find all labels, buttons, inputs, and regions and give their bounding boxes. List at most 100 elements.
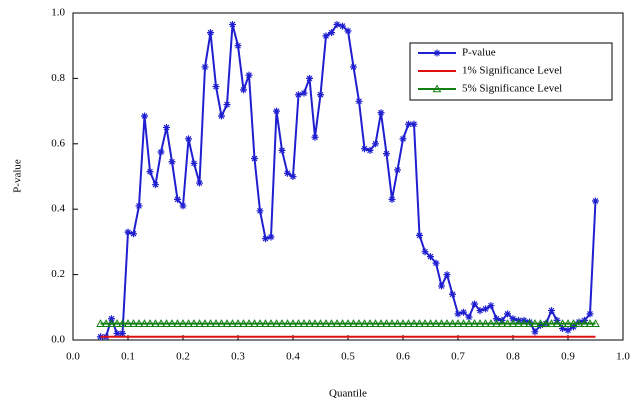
legend-label: P-value (462, 47, 496, 59)
x-tick-label: 0.2 (176, 351, 190, 363)
marker (376, 319, 386, 327)
x-tick-label: 0.4 (286, 351, 300, 363)
marker (437, 319, 446, 327)
marker (509, 315, 517, 323)
marker (580, 319, 589, 327)
x-tick-label: 1.0 (616, 351, 630, 363)
marker (174, 195, 181, 203)
x-axis-label: Quantile (329, 388, 367, 400)
marker (316, 319, 325, 327)
marker (288, 319, 298, 327)
marker (410, 120, 418, 128)
marker (294, 319, 303, 327)
marker (223, 101, 231, 109)
marker (343, 319, 353, 327)
marker (398, 319, 408, 327)
marker (251, 155, 258, 163)
marker (536, 319, 545, 327)
marker (449, 290, 456, 298)
marker (240, 86, 247, 94)
marker (157, 148, 165, 156)
marker (140, 319, 149, 327)
marker (201, 63, 209, 71)
marker (332, 319, 342, 327)
marker (113, 329, 121, 337)
marker (322, 32, 330, 40)
marker (338, 319, 347, 327)
marker (559, 325, 566, 333)
marker (119, 329, 126, 337)
marker (333, 20, 341, 28)
marker (421, 248, 429, 256)
marker (123, 319, 133, 327)
marker (574, 319, 584, 327)
marker (486, 319, 496, 327)
x-tick-label: 0.8 (506, 351, 520, 363)
marker (387, 319, 397, 327)
marker (394, 166, 401, 174)
x-tick-label: 0.9 (561, 351, 575, 363)
marker (541, 319, 551, 327)
marker (134, 319, 144, 327)
marker (130, 230, 137, 238)
marker (239, 319, 248, 327)
marker (162, 319, 171, 327)
marker (190, 159, 198, 167)
marker (531, 328, 539, 336)
marker (586, 310, 594, 318)
marker (107, 319, 116, 327)
marker (163, 123, 170, 131)
marker (355, 97, 363, 105)
marker (233, 319, 243, 327)
marker (433, 49, 441, 57)
x-tick-label: 0.3 (231, 351, 245, 363)
marker (476, 307, 484, 315)
marker (508, 319, 518, 327)
marker (365, 319, 375, 327)
marker (212, 83, 220, 91)
marker (96, 319, 105, 327)
marker (299, 319, 309, 327)
marker (372, 140, 379, 148)
marker (563, 319, 573, 327)
marker (464, 319, 474, 327)
marker (399, 135, 407, 143)
x-tick-label: 0.5 (341, 351, 355, 363)
marker (438, 282, 445, 290)
marker (504, 310, 511, 318)
marker (234, 42, 242, 50)
marker (558, 319, 567, 327)
marker (317, 91, 324, 99)
marker (552, 319, 562, 327)
marker (321, 319, 331, 327)
marker (244, 319, 254, 327)
marker (211, 319, 221, 327)
marker (179, 202, 187, 210)
marker (146, 168, 154, 176)
marker (564, 326, 572, 334)
marker (432, 84, 442, 93)
marker (278, 146, 286, 154)
marker (101, 319, 111, 327)
marker (454, 310, 462, 318)
marker (443, 271, 451, 279)
marker (431, 319, 441, 327)
marker (482, 305, 489, 313)
marker (112, 319, 122, 327)
marker (222, 319, 232, 327)
marker (442, 319, 452, 327)
marker (141, 112, 148, 120)
marker (283, 319, 292, 327)
marker (305, 319, 314, 327)
marker (229, 20, 236, 28)
marker (377, 109, 385, 117)
marker (277, 319, 287, 327)
marker (519, 319, 529, 327)
marker (255, 319, 265, 327)
marker (548, 307, 555, 315)
marker (514, 319, 523, 327)
marker (300, 89, 308, 97)
legend-label: 5% Significance Level (462, 83, 562, 95)
marker (151, 319, 160, 327)
marker (327, 319, 336, 327)
